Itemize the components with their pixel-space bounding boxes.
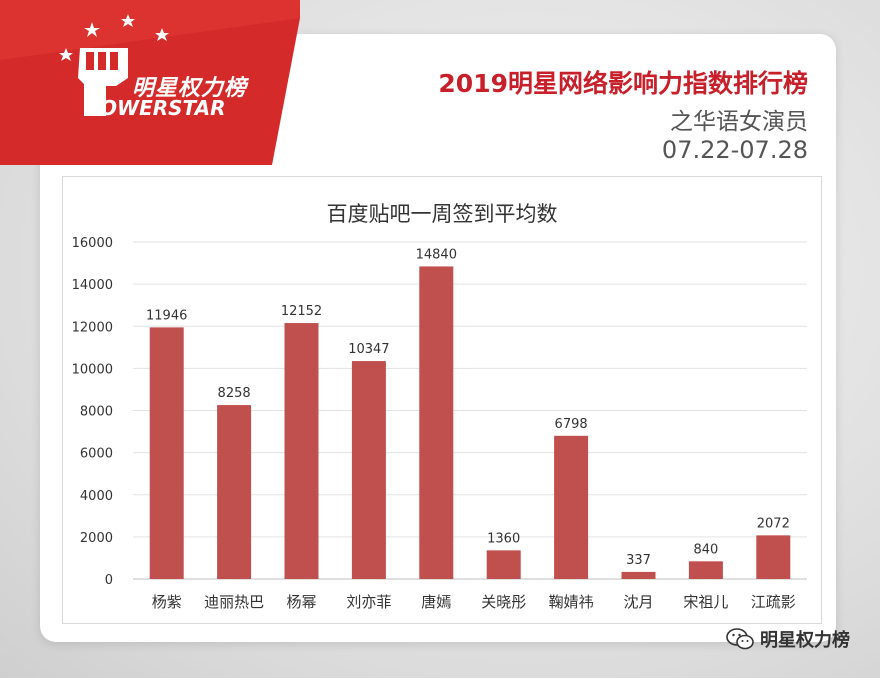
x-tick-label: 鞠婧祎 — [549, 593, 594, 611]
y-tick-label: 10000 — [72, 362, 113, 377]
bar — [554, 435, 589, 579]
bar — [756, 535, 791, 579]
x-tick-label: 唐嫣 — [421, 593, 451, 611]
x-tick-label: 关晓彤 — [481, 593, 526, 611]
data-label: 12152 — [281, 304, 322, 319]
y-tick-label: 16000 — [72, 236, 113, 251]
data-label: 10347 — [348, 342, 389, 357]
star-icon — [59, 48, 73, 61]
y-tick-label: 2000 — [80, 531, 113, 546]
x-tick-label: 杨紫 — [152, 593, 182, 611]
data-label: 1360 — [487, 531, 520, 546]
bar-chart: 百度贴吧一周签到平均数 0 2000 4000 6000 8000 10000 12000 1… — [72, 202, 807, 611]
y-tick-label: 6000 — [80, 447, 113, 462]
star-icons — [59, 14, 169, 61]
brand-name-en: OWERSTAR — [100, 96, 226, 120]
x-tick-label: 迪丽热巴 — [204, 593, 264, 611]
wechat-icon — [726, 628, 754, 650]
chart-container: 百度贴吧一周签到平均数 0 2000 4000 6000 8000 10000 12000 1… — [62, 176, 822, 624]
bar — [149, 327, 184, 579]
data-label: 8258 — [218, 386, 251, 401]
y-tick-label: 14000 — [72, 278, 113, 293]
x-tick-label: 江疏影 — [751, 593, 796, 611]
x-tick-label: 沈月 — [623, 593, 653, 611]
x-tick-label: 宋祖儿 — [683, 593, 728, 611]
page-subtitle: 之华语女演员 — [670, 109, 808, 135]
footer-brand: 明星权力榜 — [726, 626, 850, 652]
chart-bars — [149, 266, 791, 579]
bar — [351, 361, 386, 579]
data-label: 14840 — [416, 247, 457, 262]
chart-title: 百度贴吧一周签到平均数 — [327, 202, 558, 226]
data-label: 11946 — [146, 308, 187, 323]
data-label: 840 — [693, 542, 718, 557]
brand-banner — [0, 0, 300, 165]
footer-brand-label: 明星权力榜 — [760, 630, 850, 651]
x-tick-label: 刘亦菲 — [346, 593, 391, 611]
bar — [621, 571, 656, 579]
star-icon — [121, 14, 135, 27]
fist-logo-icon — [78, 48, 128, 116]
brand-name-cn: 明星权力榜 — [132, 76, 248, 101]
x-axis: 杨紫 迪丽热巴 杨幂 刘亦菲 唐嫣 关晓彤 鞠婧祎 沈月 宋祖儿 江疏影 — [152, 593, 796, 611]
chart-data-labels: 11946 8258 12152 10347 14840 1360 6798 337 840 20… — [146, 247, 790, 567]
bar — [486, 550, 521, 579]
data-label: 2072 — [757, 516, 790, 531]
page-title: 2019明星网络影响力指数排行榜 — [438, 69, 808, 98]
y-tick-label: 8000 — [80, 405, 113, 420]
date-range: 07.22-07.28 — [661, 136, 808, 164]
star-icon — [84, 22, 100, 37]
y-axis: 0 2000 4000 6000 8000 10000 12000 14000 16000 — [72, 236, 113, 588]
bar — [419, 266, 454, 579]
data-label: 6798 — [555, 417, 588, 432]
bar — [284, 323, 319, 579]
x-tick-label: 杨幂 — [286, 593, 316, 611]
bar — [688, 561, 723, 579]
data-label: 337 — [626, 553, 651, 568]
y-tick-label: 0 — [105, 573, 113, 588]
y-tick-label: 12000 — [72, 320, 113, 335]
bar — [217, 405, 252, 579]
y-tick-label: 4000 — [80, 489, 113, 504]
star-icon — [155, 28, 169, 41]
